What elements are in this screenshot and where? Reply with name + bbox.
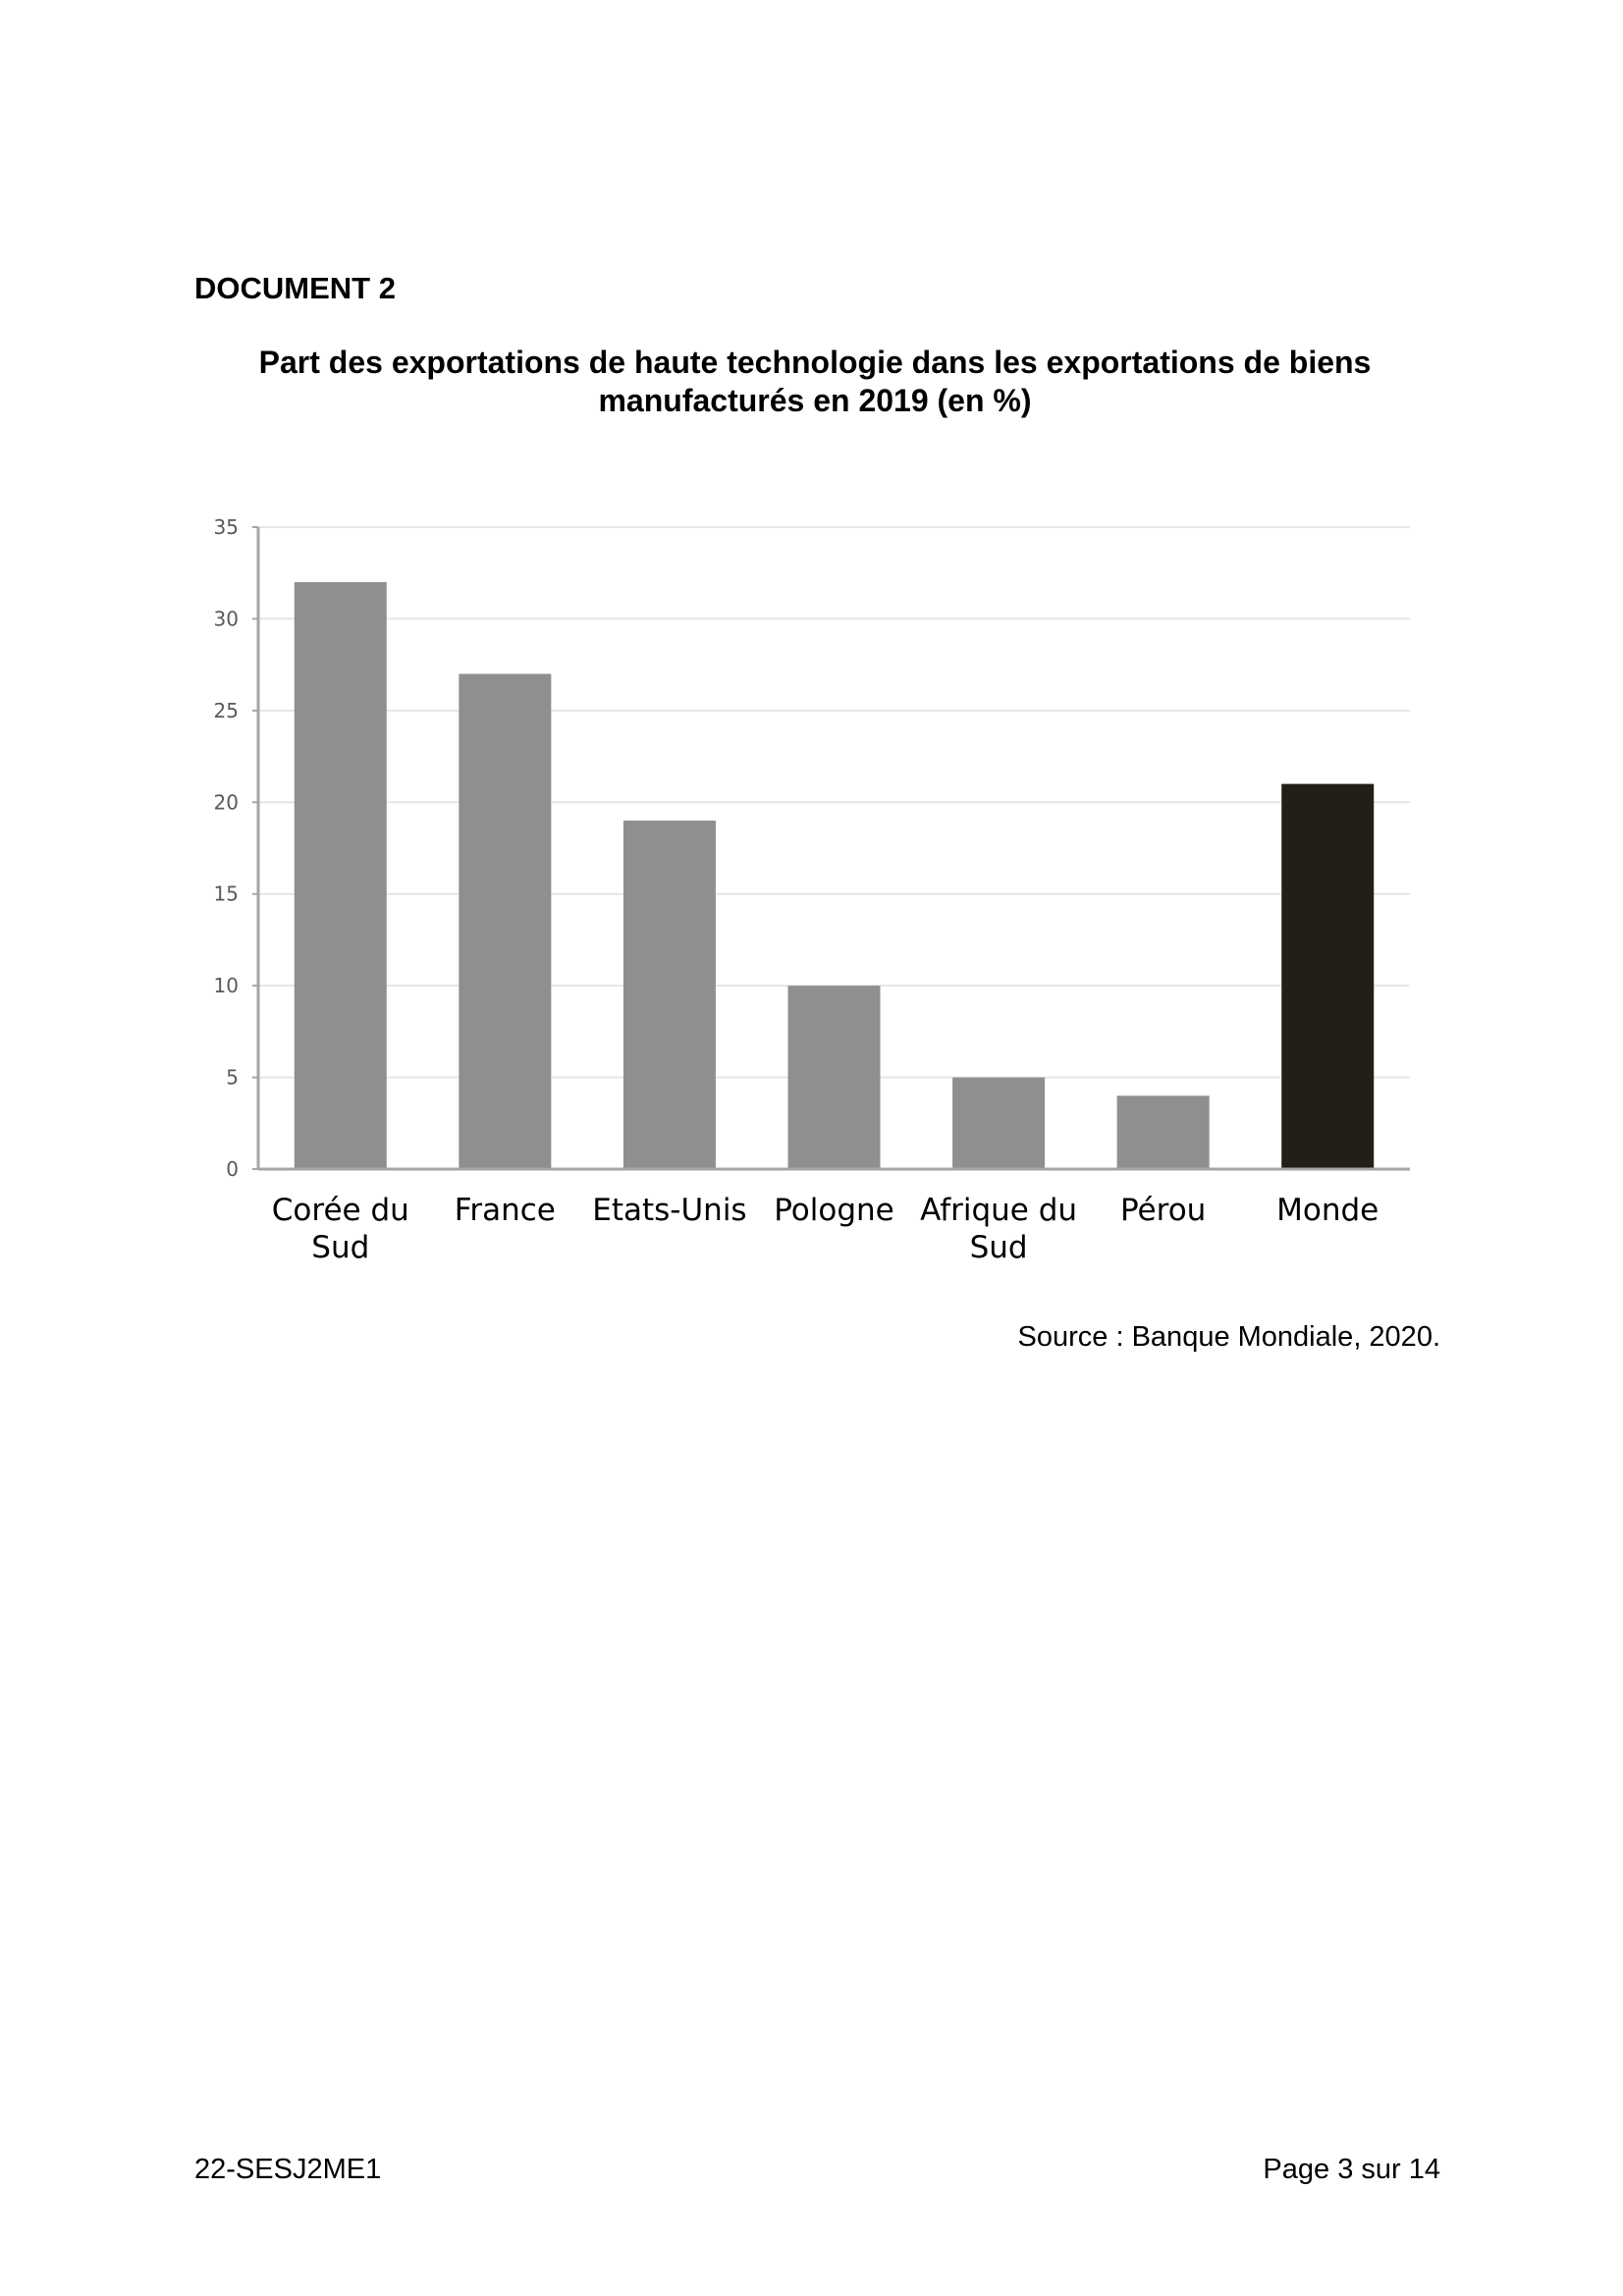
bar — [952, 1077, 1046, 1169]
y-tick-label: 30 — [214, 607, 239, 630]
source-note: Source : Banque Mondiale, 2020. — [1017, 1321, 1440, 1353]
bar — [294, 582, 387, 1169]
y-tick-label: 20 — [214, 790, 239, 814]
bar — [1116, 1095, 1210, 1169]
x-tick-label: Corée du Sud — [272, 1193, 409, 1265]
y-tick-label: 15 — [214, 882, 239, 906]
y-tick-label: 25 — [214, 699, 239, 722]
bar-chart: 0 5 10 15 20 25 30 35 Corée du Sud France Etats-Un… — [214, 515, 1410, 1265]
bar — [622, 820, 716, 1169]
y-tick-label: 10 — [214, 974, 239, 997]
document-label: DOCUMENT 2 — [194, 271, 396, 305]
bars — [294, 582, 1375, 1169]
axes — [252, 526, 1410, 1171]
y-tick-label: 0 — [226, 1157, 239, 1181]
x-tick-label: Pologne — [774, 1193, 894, 1228]
x-tick-labels: Corée du Sud France Etats-Unis Pologne Afriqu… — [272, 1193, 1379, 1265]
footer-code: 22-SESJ2ME1 — [194, 2154, 382, 2185]
chart-title-line-1: Part des exportations de haute technolog… — [258, 345, 1372, 380]
x-tick-label: Afrique du Sud — [920, 1193, 1077, 1265]
y-tick-label: 5 — [226, 1066, 239, 1090]
bar — [1281, 783, 1375, 1169]
y-tick-label: 35 — [214, 515, 239, 539]
y-tick-labels: 0 5 10 15 20 25 30 35 — [214, 515, 239, 1181]
x-tick-label: France — [455, 1193, 556, 1228]
x-tick-label: Pérou — [1120, 1193, 1206, 1228]
bar — [787, 986, 881, 1169]
bar — [459, 673, 552, 1169]
gridlines — [258, 526, 1410, 1079]
x-tick-label: Monde — [1276, 1193, 1379, 1228]
x-tick-label: Etats-Unis — [592, 1193, 746, 1228]
chart-title: Part des exportations de haute technolog… — [196, 344, 1434, 420]
footer-page-number: Page 3 sur 14 — [1263, 2154, 1440, 2185]
chart-title-line-2: manufacturés en 2019 (en %) — [598, 383, 1032, 418]
